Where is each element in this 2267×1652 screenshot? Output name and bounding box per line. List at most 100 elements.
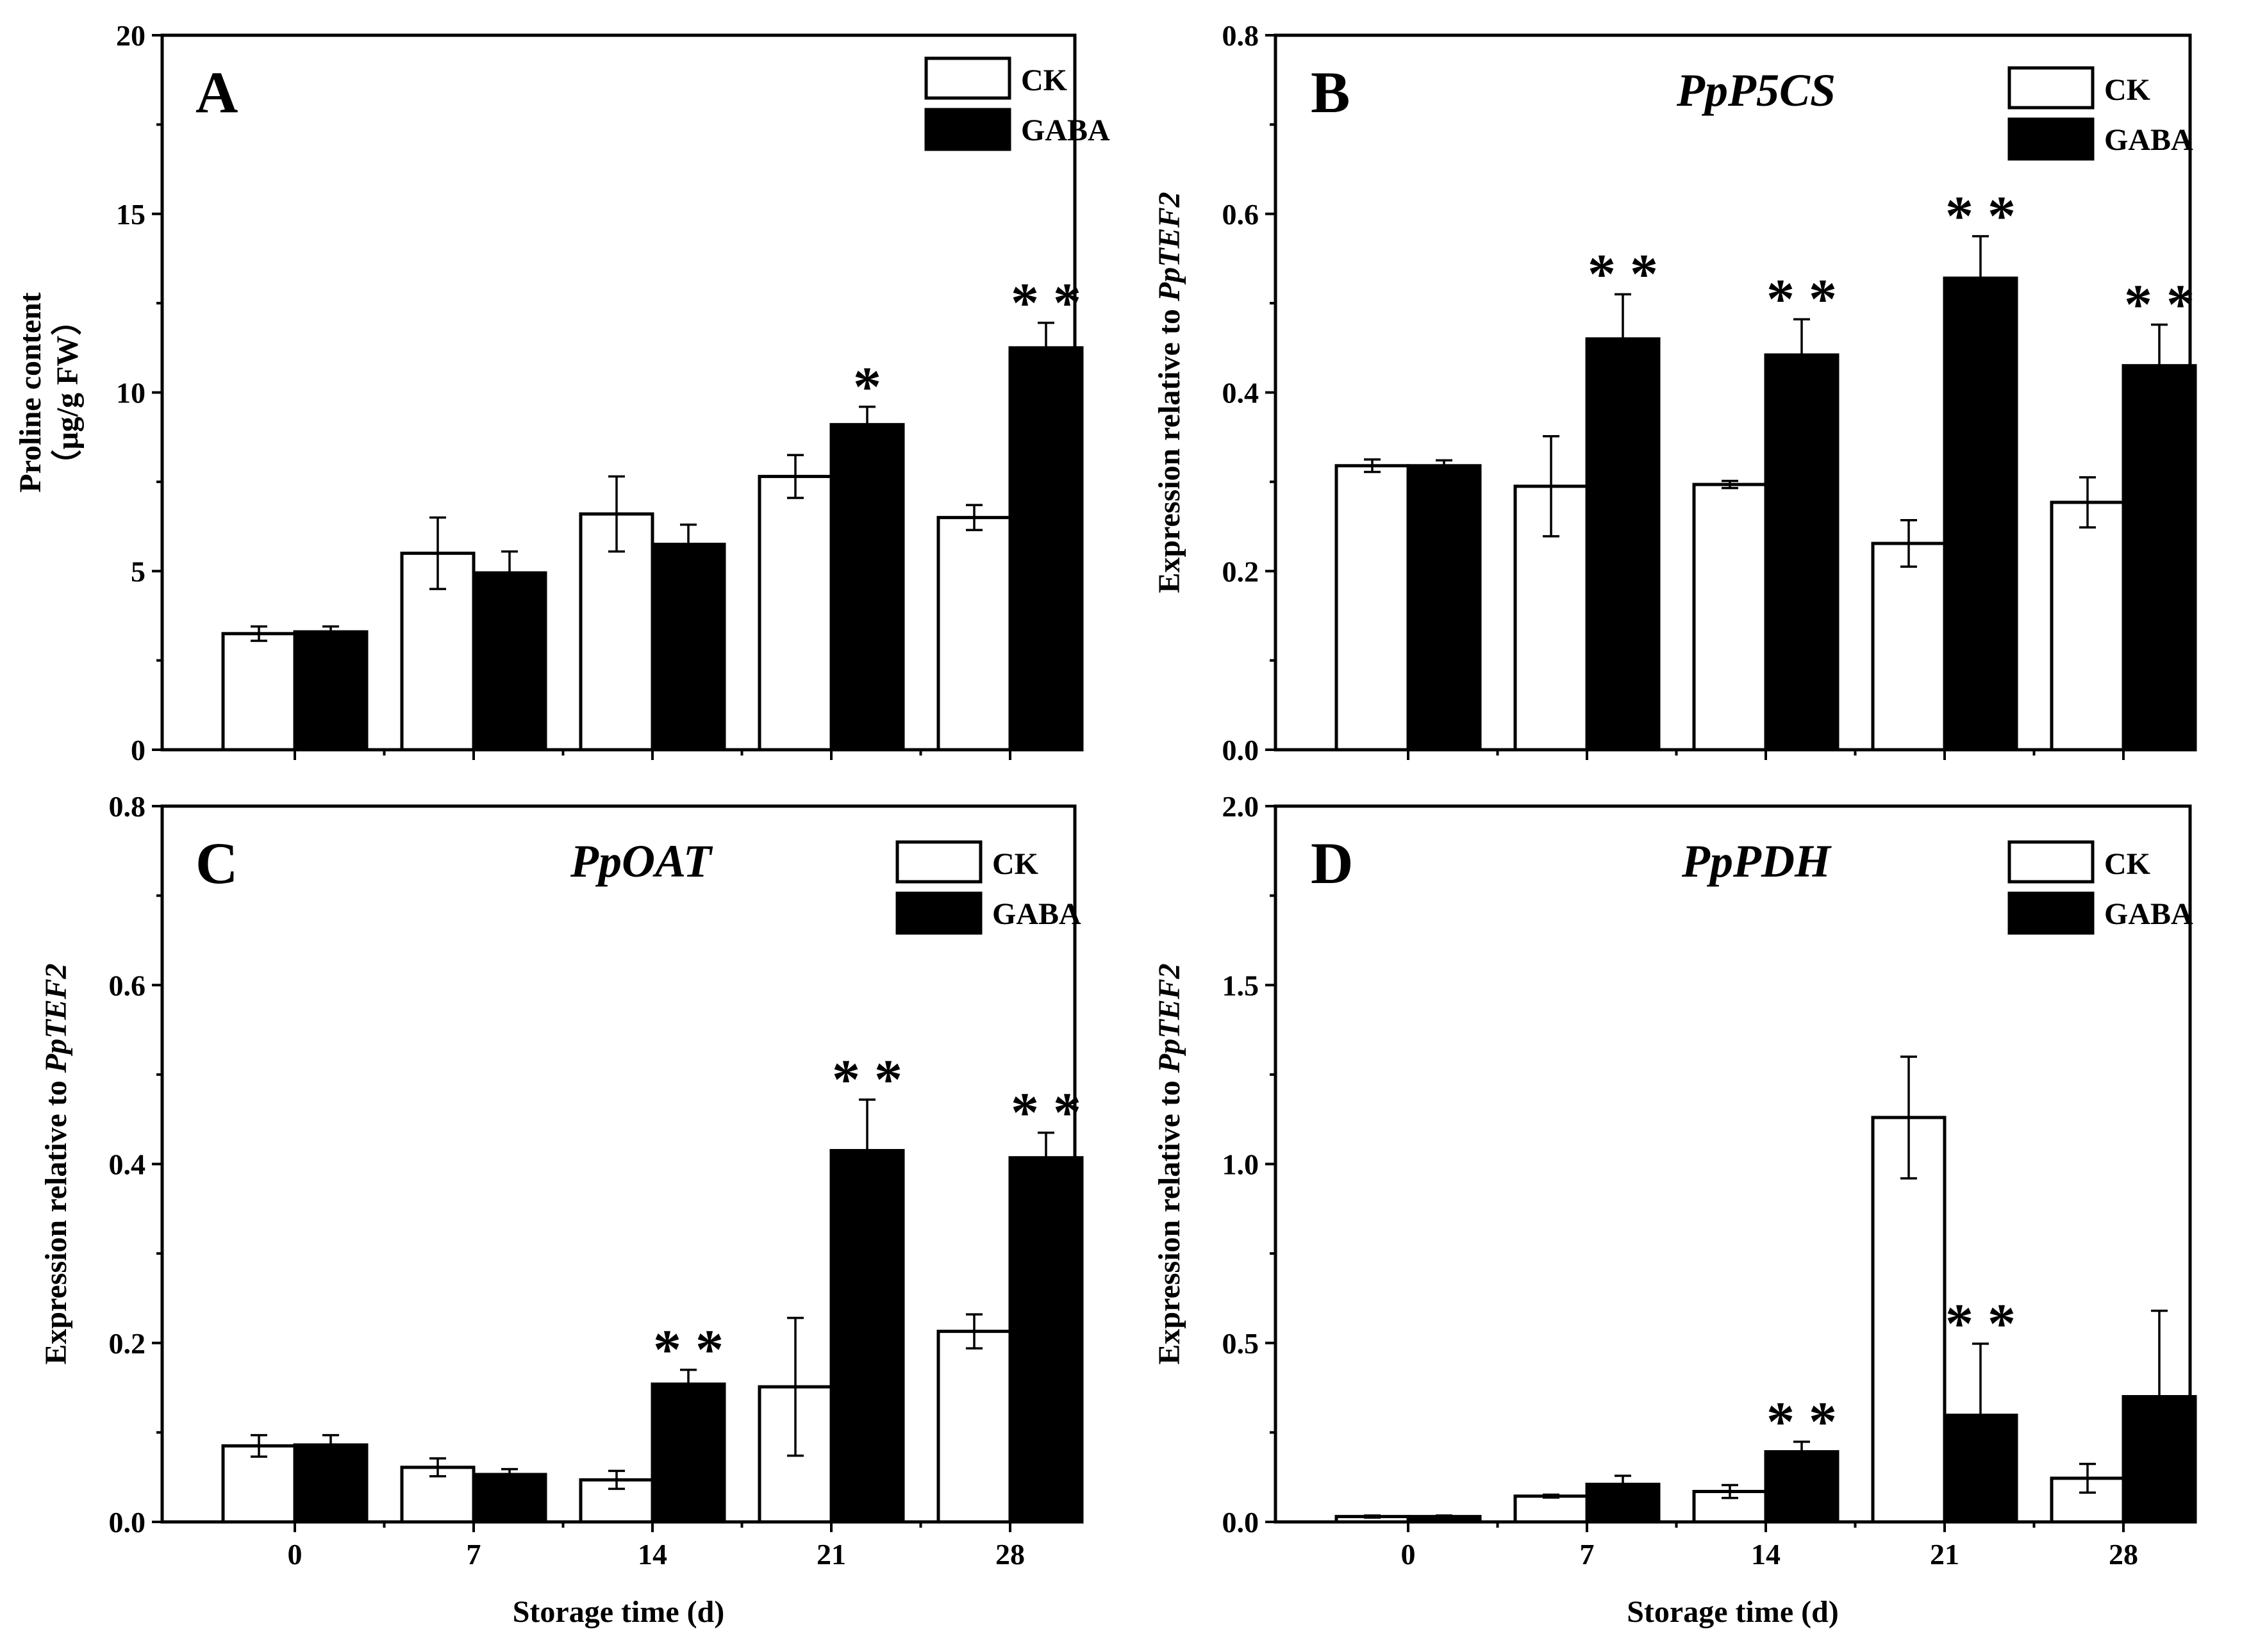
y-axis-title-text: Expression relative to (1152, 1073, 1186, 1365)
y-tick-label: 20 (116, 19, 145, 52)
y-tick-label: 0.5 (1222, 1327, 1259, 1360)
significance-mark: * * (1011, 1082, 1081, 1144)
significance-mark: * * (1588, 244, 1658, 306)
x-axis-title: Storage time (d) (1627, 1595, 1839, 1629)
x-tick-label: 28 (2109, 1538, 2138, 1571)
ck-bar (758, 475, 833, 752)
legend-ck-swatch (2007, 840, 2095, 884)
gaba-bar (472, 571, 547, 752)
gaba-bar (293, 630, 369, 752)
legend: CK GABA (2007, 840, 2193, 935)
y-tick-label: 0.4 (109, 1148, 146, 1181)
y-axis-title: Expression relative to PpTEF2 (1152, 963, 1186, 1364)
gaba-bar (1764, 353, 1839, 752)
y-tick-label: 0 (131, 734, 145, 766)
y-tick-label: 1.5 (1222, 969, 1259, 1002)
panel-letter: A (195, 60, 238, 125)
y-tick-label: 0.0 (1222, 734, 1259, 766)
significance-mark: * * (1766, 268, 1837, 331)
y-axis-title: Expression relative to PpTEF2 (39, 963, 73, 1364)
y-tick-label: 15 (116, 198, 145, 231)
x-tick-label: 7 (1580, 1538, 1595, 1571)
y-tick-label: 0.0 (109, 1506, 146, 1539)
y-axis-title: Proline content (13, 292, 47, 492)
y-tick-label: 2.0 (1222, 790, 1259, 823)
gaba-bar (1585, 337, 1661, 752)
gaba-bar (1008, 346, 1084, 752)
gaba-bar (1406, 464, 1482, 752)
x-tick-label: 28 (995, 1538, 1025, 1571)
ck-bar (2050, 500, 2125, 752)
gaba-bar (2122, 364, 2197, 752)
x-axis-title: Storage time (d) (513, 1595, 725, 1629)
y-axis-title-text: Expression relative to (39, 1073, 73, 1365)
legend-gaba-label: GABA (2104, 123, 2193, 157)
legend-gaba-label: GABA (2104, 897, 2193, 931)
gaba-bar (651, 1382, 726, 1524)
x-tick-label: 14 (1751, 1538, 1781, 1571)
panel-a-proline-chart: 0 5 10 15 20 * * * A CK GABA Proline content （μg/g … (13, 19, 1110, 766)
x-tick-label: 0 (288, 1538, 303, 1571)
panel-letter: D (1311, 830, 1353, 896)
gene-title: PpOAT (570, 836, 713, 887)
ck-bar (1513, 1494, 1589, 1524)
legend: CK GABA (2007, 66, 2193, 161)
y-axis-title-gene: PpTEF2 (39, 963, 73, 1073)
legend-gaba-label: GABA (992, 897, 1081, 931)
legend-gaba-swatch (2007, 117, 2095, 161)
legend-gaba-label: GABA (1021, 113, 1110, 147)
y-tick-label: 0.2 (109, 1327, 146, 1360)
panel-letter: C (195, 830, 238, 896)
gaba-bar (293, 1443, 369, 1524)
legend-ck-swatch (2007, 66, 2095, 110)
legend-ck-swatch (895, 840, 983, 884)
panel-c-ppoat-chart: 0.0 0.2 0.4 0.6 0.8 0 7 14 21 28 * * * * * * C PpOAT CK… (39, 790, 1084, 1629)
legend-ck-label: CK (2104, 73, 2150, 107)
y-tick-label: 0.4 (1222, 377, 1259, 409)
ck-bar (1692, 483, 1768, 752)
ck-bar (221, 632, 297, 752)
ck-bar (936, 516, 1012, 752)
y-tick-label: 5 (131, 555, 145, 588)
ck-bar (1871, 1116, 1947, 1524)
y-tick-label: 1.0 (1222, 1148, 1259, 1181)
panel-b-pp5cs-chart: 0.0 0.2 0.4 0.6 0.8 * * * * * * * * B PpP5CS CK GABA… (1152, 19, 2197, 766)
y-tick-label: 10 (116, 377, 145, 409)
gene-title: PpPDH (1681, 836, 1832, 887)
x-tick-label: 14 (638, 1538, 667, 1571)
y-axis-title-text: Expression relative to (1152, 301, 1186, 593)
y-tick-label: 0.6 (1222, 198, 1259, 231)
gaba-bar (829, 1149, 905, 1524)
legend: CK GABA (924, 56, 1110, 151)
gaba-bar (1943, 276, 2018, 752)
gaba-bar (472, 1473, 547, 1524)
significance-mark: * * (1011, 272, 1081, 335)
panel-d-pppdh-chart: 0.0 0.5 1.0 1.5 2.0 0 7 14 21 28 * * * * D PpPDH CK GAB… (1152, 790, 2197, 1629)
significance-mark: * * (1945, 186, 2016, 248)
y-axis-title: Expression relative to PpTEF2 (1152, 192, 1186, 593)
legend-gaba-swatch (924, 108, 1011, 151)
x-tick-label: 7 (467, 1538, 481, 1571)
panel-letter: B (1311, 60, 1350, 125)
significance-mark: * * (2124, 274, 2195, 336)
legend-ck-swatch (924, 56, 1011, 100)
legend-ck-label: CK (1021, 63, 1067, 97)
y-axis-title-gene: PpTEF2 (1152, 192, 1186, 302)
y-tick-label: 0.6 (109, 969, 146, 1002)
legend-gaba-swatch (2007, 891, 2095, 935)
y-tick-label: 0.8 (109, 790, 146, 823)
significance-mark: * * (1766, 1391, 1837, 1453)
ck-bar (1871, 541, 1947, 752)
y-tick-label: 0.0 (1222, 1506, 1259, 1539)
gaba-bar (1764, 1450, 1839, 1524)
legend-ck-label: CK (992, 847, 1038, 881)
gaba-bar (1008, 1156, 1084, 1524)
legend-ck-label: CK (2104, 847, 2150, 881)
ck-bar (1334, 464, 1410, 752)
significance-mark: * (853, 356, 881, 418)
y-tick-label: 0.8 (1222, 19, 1259, 52)
legend-gaba-swatch (895, 891, 983, 935)
gaba-bar (651, 542, 726, 752)
ck-bar (936, 1330, 1012, 1524)
